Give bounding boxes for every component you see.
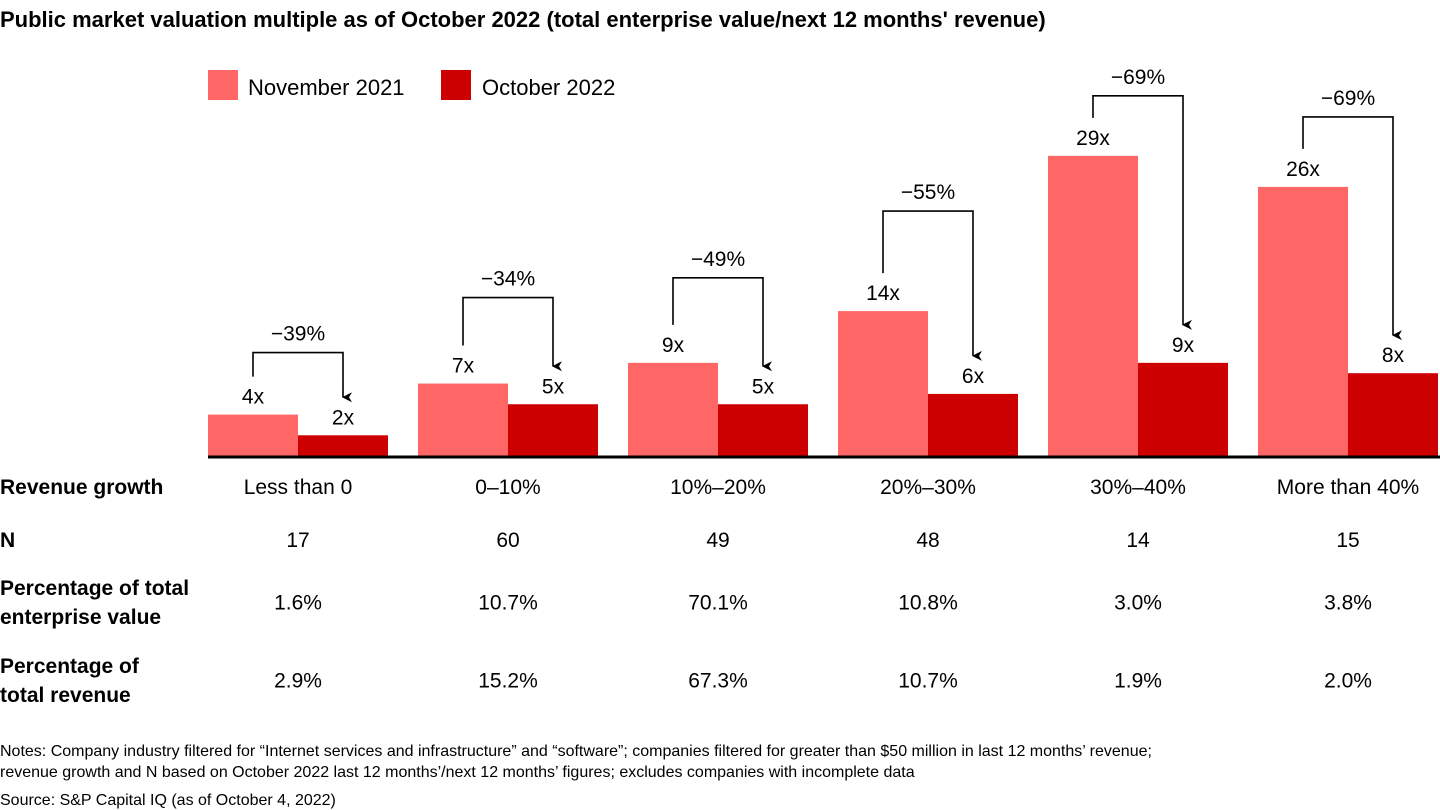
table-cell: 70.1% xyxy=(688,592,748,615)
change-label: −34% xyxy=(481,268,535,291)
row-label: total revenue xyxy=(0,684,131,707)
change-label: −55% xyxy=(901,181,955,204)
bar-group: 29x 9x −69% xyxy=(1048,66,1228,456)
bar-nov-2021 xyxy=(1048,155,1138,456)
bar-value-label: 4x xyxy=(242,386,265,409)
source-text: Source: S&P Capital IQ (as of October 4,… xyxy=(0,792,336,809)
bar-oct-2022 xyxy=(1138,362,1228,456)
change-bracket-arrow xyxy=(882,210,982,361)
table-cell: 10.7% xyxy=(898,670,958,693)
bar-group: 9x 5x −49% xyxy=(628,248,808,456)
table-cell: 1.9% xyxy=(1114,670,1162,693)
notes-text: Notes: Company industry filtered for “In… xyxy=(0,743,1152,760)
legend-label-nov-2021: November 2021 xyxy=(248,75,405,100)
table-cell: 30%–40% xyxy=(1090,476,1186,499)
bar-value-label: 5x xyxy=(542,375,565,398)
table-cell: 60 xyxy=(496,529,519,552)
bar-group: 4x 2x −39% xyxy=(208,323,388,456)
bar-group: 7x 5x −34% xyxy=(418,268,598,456)
row-label: Percentage of total xyxy=(0,577,189,600)
row-label: enterprise value xyxy=(0,606,161,629)
bar-oct-2022 xyxy=(298,435,388,456)
bar-nov-2021 xyxy=(418,383,508,456)
table-row: N 17 60 49 48 14 15 xyxy=(0,529,1360,552)
table-cell: 10%–20% xyxy=(670,476,766,499)
table-cell: Less than 0 xyxy=(244,476,353,499)
bar-value-label: 26x xyxy=(1286,158,1320,181)
table-cell: 49 xyxy=(706,529,729,552)
table-row: Percentage of total enterprise value 1.6% 1… xyxy=(0,577,1372,629)
table-cell: 17 xyxy=(286,529,309,552)
bar-oct-2022 xyxy=(1348,373,1438,456)
bar-value-label: 2x xyxy=(332,406,355,429)
notes-text: revenue growth and N based on October 20… xyxy=(0,764,915,781)
legend-swatch-nov-2021 xyxy=(208,70,238,100)
change-bracket-arrow xyxy=(1302,116,1402,341)
change-bracket-arrow xyxy=(1092,95,1192,330)
bar-nov-2021 xyxy=(1258,186,1348,456)
table-cell: More than 40% xyxy=(1277,476,1419,499)
bar-nov-2021 xyxy=(838,311,928,456)
bar-value-label: 8x xyxy=(1382,344,1405,367)
table-cell: 10.8% xyxy=(898,592,958,615)
bar-value-label: 9x xyxy=(662,334,685,357)
change-label: −39% xyxy=(271,323,325,346)
table-cell: 2.0% xyxy=(1324,670,1372,693)
row-label: N xyxy=(0,529,15,552)
table-cell: 10.7% xyxy=(478,592,538,615)
table-cell: 48 xyxy=(916,529,939,552)
change-bracket-arrow xyxy=(252,351,352,403)
bar-nov-2021 xyxy=(208,414,298,456)
change-label: −69% xyxy=(1321,87,1375,110)
legend-label-oct-2022: October 2022 xyxy=(482,75,615,100)
table-row: Percentage of total revenue 2.9% 15.2% 67.3%… xyxy=(0,655,1372,707)
table-cell: 14 xyxy=(1126,529,1150,552)
bar-value-label: 29x xyxy=(1076,127,1110,150)
table-cell: 15.2% xyxy=(478,670,538,693)
row-label: Percentage of xyxy=(0,655,140,678)
chart-title: Public market valuation multiple as of O… xyxy=(0,7,1046,32)
table-row: Revenue growth Less than 0 0–10% 10%–20% 20%… xyxy=(0,476,1419,499)
table-cell: 20%–30% xyxy=(880,476,976,499)
change-bracket-arrow xyxy=(672,277,772,372)
bar-group: 14x 6x −55% xyxy=(838,181,1018,456)
table-cell: 3.0% xyxy=(1114,592,1162,615)
bar-oct-2022 xyxy=(508,404,598,456)
table-cell: 2.9% xyxy=(274,670,322,693)
bar-group: 26x 8x −69% xyxy=(1258,87,1438,456)
table-cell: 1.6% xyxy=(274,592,322,615)
table-cell: 3.8% xyxy=(1324,592,1372,615)
bar-oct-2022 xyxy=(928,393,1018,456)
row-label: Revenue growth xyxy=(0,476,163,499)
table-cell: 67.3% xyxy=(688,670,748,693)
bar-nov-2021 xyxy=(628,362,718,456)
bar-value-label: 6x xyxy=(962,365,985,388)
bar-value-label: 7x xyxy=(452,355,475,378)
bar-value-label: 9x xyxy=(1172,334,1195,357)
bar-value-label: 14x xyxy=(866,282,900,305)
change-bracket-arrow xyxy=(462,296,562,372)
bar-value-label: 5x xyxy=(752,375,775,398)
table-cell: 15 xyxy=(1336,529,1359,552)
change-label: −49% xyxy=(691,248,745,271)
legend-swatch-oct-2022 xyxy=(441,70,471,100)
legend: November 2021 October 2022 xyxy=(208,70,615,100)
bar-oct-2022 xyxy=(718,404,808,456)
table-cell: 0–10% xyxy=(475,476,540,499)
change-label: −69% xyxy=(1111,66,1165,89)
